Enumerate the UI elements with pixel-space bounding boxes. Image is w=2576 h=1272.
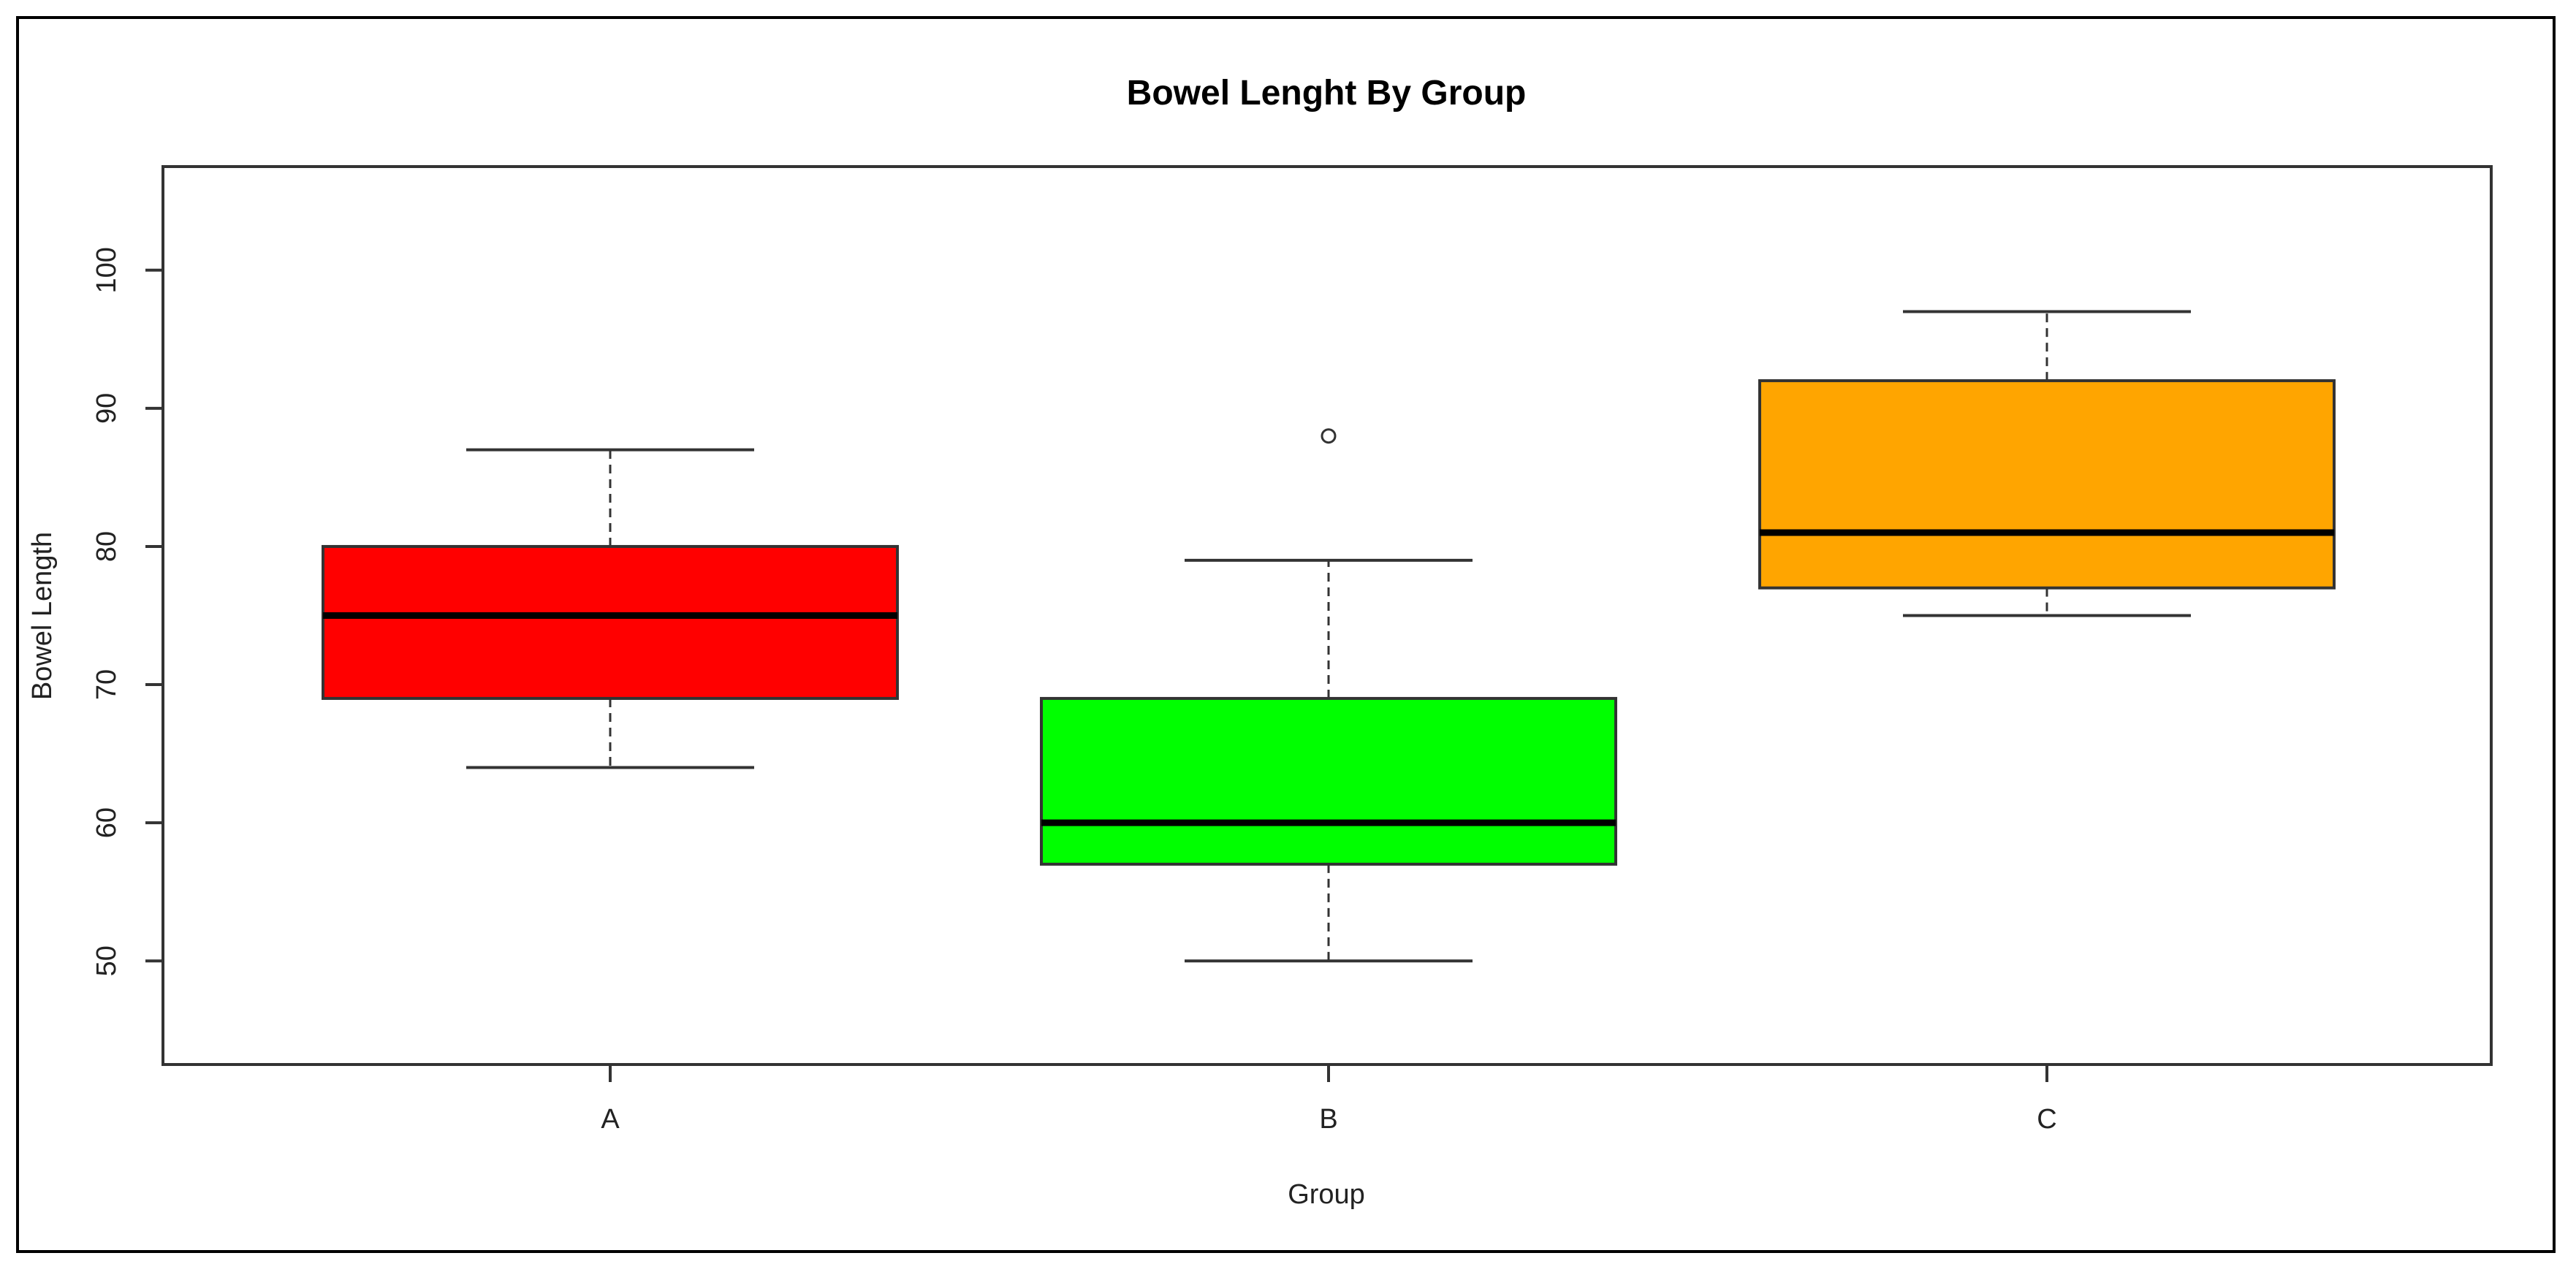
box-iqr [322, 544, 899, 700]
y-tick-label: 50 [91, 945, 122, 976]
x-axis-label: Group [1288, 1179, 1365, 1210]
box-iqr [1040, 696, 1617, 866]
box-C [1758, 310, 2336, 617]
x-tick-label: A [601, 1104, 620, 1135]
y-tick-label: 100 [91, 247, 122, 293]
x-tick-label: B [1319, 1104, 1337, 1135]
x-axis: A B C [601, 1065, 2057, 1135]
x-tick-label: C [2037, 1104, 2056, 1135]
y-tick-label: 90 [91, 393, 122, 424]
y-axis: 50 60 70 80 90 100 [91, 247, 164, 976]
y-axis-label: Bowel Length [27, 532, 58, 700]
box-A [322, 448, 899, 769]
chart-title: Bowel Lenght By Group [1127, 74, 1527, 113]
boxes-layer [322, 310, 2336, 963]
box-iqr [1758, 379, 2336, 590]
outlier-point [1321, 428, 1337, 444]
y-tick-label: 80 [91, 531, 122, 562]
y-tick-label: 70 [91, 669, 122, 700]
y-tick-label: 60 [91, 807, 122, 838]
box-B [1040, 428, 1617, 963]
